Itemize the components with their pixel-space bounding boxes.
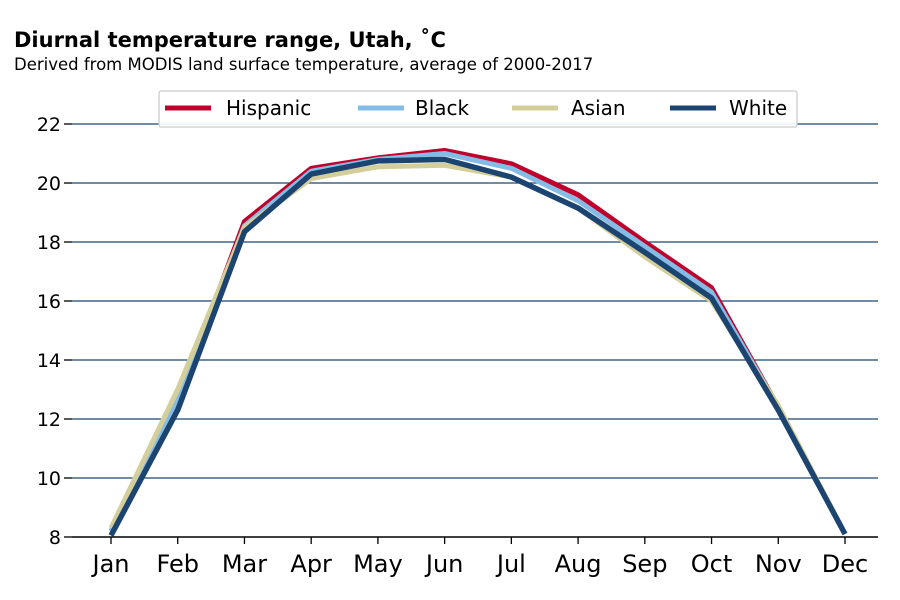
- legend-box: [158, 90, 798, 128]
- y-tick-label-12: 12: [37, 409, 61, 431]
- x-tick-label-jul: Jul: [495, 550, 526, 578]
- x-tick-label-sep: Sep: [622, 550, 667, 578]
- legend-label-asian: Asian: [571, 96, 626, 120]
- series-line-black: [108, 151, 848, 536]
- y-tick-label-8: 8: [49, 527, 61, 549]
- legend-label-white: White: [729, 96, 787, 120]
- series-line-asian: [108, 162, 848, 536]
- series-line-white: [108, 156, 848, 537]
- x-tick-label-may: May: [353, 550, 403, 578]
- x-tick-label-aug: Aug: [555, 550, 602, 578]
- x-tick-label-nov: Nov: [755, 550, 802, 578]
- x-tick-label-apr: Apr: [290, 550, 332, 578]
- x-tick-label-jun: Jun: [424, 550, 464, 578]
- y-tick-label-10: 10: [37, 468, 61, 490]
- y-tick-label-22: 22: [37, 114, 61, 136]
- x-tick-label-oct: Oct: [691, 550, 733, 578]
- legend-label-black: Black: [415, 96, 470, 120]
- x-tick-label-mar: Mar: [222, 550, 267, 578]
- y-tick-label-18: 18: [37, 232, 61, 254]
- chart-title: Diurnal temperature range, Utah, ˚C: [14, 28, 446, 52]
- y-tick-label-20: 20: [37, 173, 61, 195]
- x-tick-label-feb: Feb: [156, 550, 199, 578]
- y-tick-label-16: 16: [37, 291, 61, 313]
- x-tick-label-dec: Dec: [822, 550, 868, 578]
- legend-label-hispanic: Hispanic: [226, 96, 311, 120]
- x-tick-label-jan: Jan: [91, 550, 130, 578]
- y-tick-label-14: 14: [37, 350, 61, 372]
- chart-subtitle: Derived from MODIS land surface temperat…: [14, 55, 594, 74]
